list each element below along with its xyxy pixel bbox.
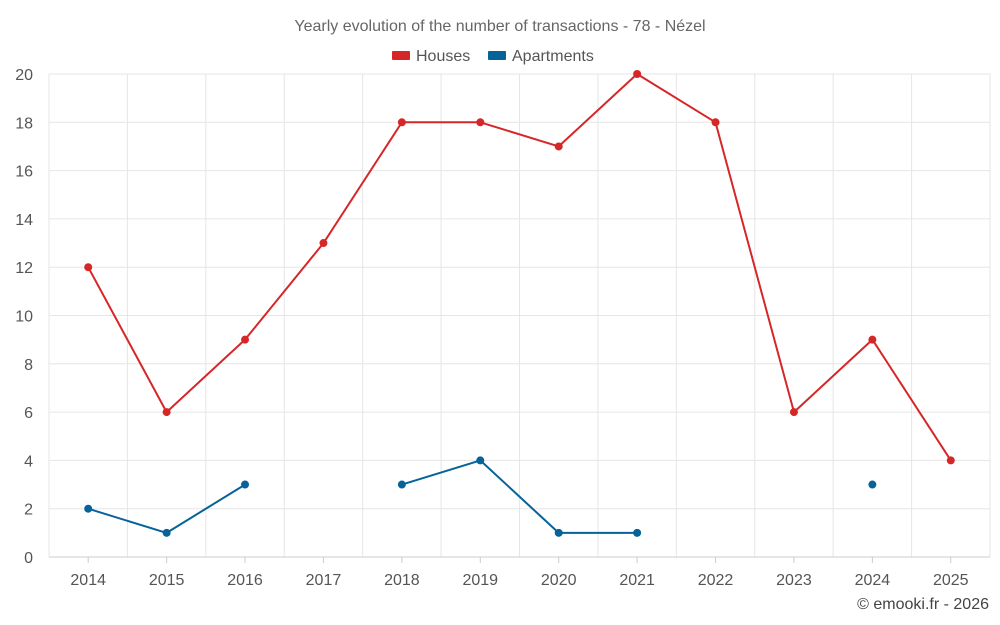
data-point-houses (397, 118, 406, 127)
legend-label-houses: Houses (416, 48, 470, 65)
x-tick-label: 2019 (462, 572, 498, 589)
data-point-houses (84, 263, 93, 272)
series-apartments (84, 456, 877, 537)
data-point-houses (633, 70, 642, 78)
data-point-apartments (241, 480, 250, 489)
y-tick-label: 16 (15, 164, 33, 181)
y-tick-label: 14 (15, 212, 33, 229)
grid (48, 73, 991, 558)
series-line-houses (87, 73, 952, 461)
series-houses (84, 70, 955, 465)
series (84, 70, 955, 537)
x-tick-label: 2022 (698, 572, 734, 589)
data-point-houses (241, 335, 250, 344)
data-point-houses (319, 239, 328, 248)
legend-swatch-houses (392, 51, 410, 60)
footer-credit: © emooki.fr - 2026 (857, 596, 989, 613)
y-tick-label: 12 (15, 260, 33, 277)
data-point-houses (946, 456, 955, 465)
x-tick-label: 2025 (933, 572, 969, 589)
data-point-apartments (84, 504, 93, 513)
y-tick-label: 0 (24, 550, 33, 567)
x-tick-label: 2023 (776, 572, 812, 589)
data-point-houses (476, 118, 485, 127)
data-point-apartments (633, 528, 642, 537)
data-point-houses (868, 335, 877, 344)
x-tick-label: 2021 (619, 572, 655, 589)
series-line-apartments (401, 459, 638, 534)
data-point-apartments (397, 480, 406, 489)
x-tick-label: 2020 (541, 572, 577, 589)
x-tick-label: 2014 (70, 572, 106, 589)
y-tick-label: 4 (24, 453, 33, 470)
data-point-houses (162, 408, 171, 417)
legend: Houses Apartments (392, 48, 594, 65)
data-point-apartments (868, 480, 877, 489)
legend-swatch-apartments (488, 51, 506, 60)
data-point-apartments (554, 528, 563, 537)
y-tick-label: 2 (24, 502, 33, 519)
data-point-houses (711, 118, 720, 127)
axes: 0 2 4 6 8 10 12 14 16 18 20 2014 2015 2016 2017 2018 201… (15, 67, 990, 589)
data-point-apartments (162, 528, 171, 537)
x-tick-label: 2024 (855, 572, 891, 589)
y-tick-label: 18 (15, 115, 33, 132)
legend-label-apartments: Apartments (512, 48, 594, 65)
y-tick-label: 10 (15, 309, 33, 326)
chart-title: Yearly evolution of the number of transa… (294, 18, 705, 35)
data-point-houses (789, 408, 798, 417)
x-tick-label: 2015 (149, 572, 185, 589)
data-point-apartments (476, 456, 485, 465)
x-tick-label: 2017 (306, 572, 342, 589)
x-tick-label: 2018 (384, 572, 420, 589)
y-tick-label: 20 (15, 67, 33, 84)
x-tick-label: 2016 (227, 572, 263, 589)
data-point-houses (554, 142, 563, 151)
y-tick-label: 8 (24, 357, 33, 374)
y-tick-label: 6 (24, 405, 33, 422)
